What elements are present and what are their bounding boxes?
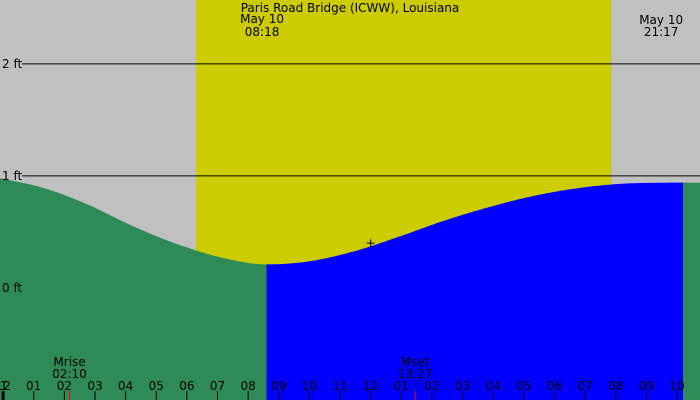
hour-tick-label: 10 xyxy=(302,379,317,393)
hour-tick-label: 10 xyxy=(669,379,684,393)
hour-tick-label: 01 xyxy=(26,379,41,393)
y-tick-label-0ft: 0 ft xyxy=(2,281,22,295)
hour-tick-label: 07 xyxy=(210,379,225,393)
rising-tide-area xyxy=(266,182,684,400)
hour-tick-label: 03 xyxy=(455,379,470,393)
sunset-time-label: 21:17 xyxy=(644,25,679,39)
sunset-date-label: May 10 xyxy=(639,13,683,27)
moonrise-label: Mrise xyxy=(53,355,85,369)
hour-axis: 1120102030405060708091011120102030405060… xyxy=(0,379,685,400)
falling-tide-area xyxy=(0,178,267,400)
hour-tick-label: 07 xyxy=(577,379,592,393)
sunrise-date-label: May 10 xyxy=(240,12,284,26)
moonset-label: Mset xyxy=(401,355,430,369)
hour-tick-label: 03 xyxy=(87,379,102,393)
y-tick-label-1ft: 1 ft xyxy=(2,169,22,183)
hour-tick-label: 05 xyxy=(149,379,164,393)
hour-tick-label: 01 xyxy=(394,379,409,393)
current-time-crosshair xyxy=(366,239,375,248)
hour-tick-label: 09 xyxy=(639,379,654,393)
sunrise-time-label: 08:18 xyxy=(245,25,280,39)
hour-tick-label: 02 xyxy=(57,379,72,393)
hour-tick-label: 08 xyxy=(240,379,255,393)
hour-tick-label: 08 xyxy=(608,379,623,393)
hour-tick-label: 12 xyxy=(363,379,378,393)
moonrise-time-label: 02:10 xyxy=(52,367,87,381)
hour-tick-label: 06 xyxy=(179,379,194,393)
hour-tick-label: 06 xyxy=(547,379,562,393)
hour-tick-label: 04 xyxy=(486,379,501,393)
hour-tick-label: 12 xyxy=(0,379,11,393)
hour-tick-label: 09 xyxy=(271,379,286,393)
y-tick-label-2ft: 2 ft xyxy=(2,57,22,71)
hour-tick-label: 05 xyxy=(516,379,531,393)
hour-tick-label: 04 xyxy=(118,379,133,393)
tide-area-after-data xyxy=(683,182,700,400)
hour-tick-label-edge: 1 xyxy=(0,379,8,393)
hour-tick-label: 11 xyxy=(332,379,347,393)
moonset-time-label: 13:27 xyxy=(398,367,433,381)
chart-title: Paris Road Bridge (ICWW), Louisiana xyxy=(241,1,460,15)
hour-tick-label: 02 xyxy=(424,379,439,393)
